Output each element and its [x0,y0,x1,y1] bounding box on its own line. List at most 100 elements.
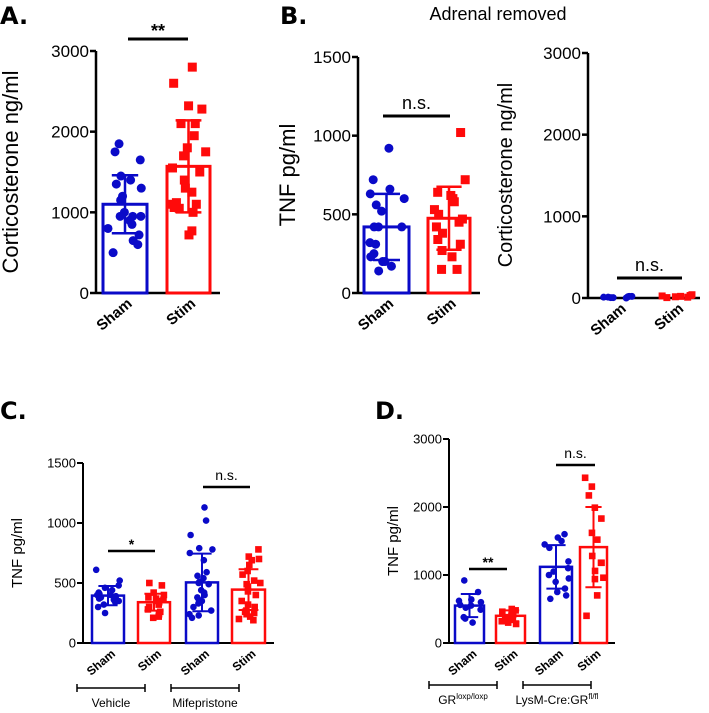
data-point [255,546,262,553]
group-label: GRloxp/loxp [438,692,488,707]
data-point [498,617,506,625]
y-tick-label: 1000 [47,516,76,531]
data-point [397,222,407,232]
data-point [250,609,258,617]
data-point [101,609,109,617]
y-tick-label: 0 [435,636,442,651]
data-point [456,601,464,609]
data-point [127,219,137,229]
data-point [384,143,394,153]
data-point [155,601,162,608]
data-point [477,598,485,606]
data-point [195,600,202,607]
data-point [171,198,181,208]
data-point [245,553,253,560]
data-point [189,131,199,141]
data-point [433,187,443,197]
data-point [145,594,152,601]
data-point [504,619,512,626]
significance-label: ** [151,21,165,41]
y-tick-label: 1000 [413,568,442,583]
data-point [190,603,197,611]
significance-label: n.s. [215,467,238,483]
y-axis-label: TNF pg/ml [275,124,300,227]
data-point [581,474,589,482]
data-point [562,592,570,599]
data-point [512,620,520,628]
data-point [671,293,679,301]
significance-label: n.s. [564,445,587,461]
panel-letter: D. [375,397,404,425]
data-point [658,292,666,300]
data-point [477,606,484,613]
data-point [144,606,152,613]
data-point [190,119,200,129]
data-point [252,591,260,599]
data-point [187,531,194,539]
y-tick-label: 2000 [51,123,89,142]
data-point [168,163,178,173]
y-axis-label: Corticosterone ng/ml [0,71,23,274]
data-point [508,605,516,613]
data-point [433,235,443,245]
data-point [553,588,561,596]
significance-label: n.s. [635,255,664,275]
data-point [588,552,596,560]
data-point [187,187,197,197]
data-point [561,530,568,538]
data-point [202,517,210,524]
data-point [687,292,695,300]
data-point [600,574,607,582]
category-label: Sham [178,647,212,679]
chart-panel-2: 0 1000 2000 3000 Corticosterone ng/ml Sham Sti… [495,44,700,339]
data-point [541,541,548,548]
data-point [184,230,194,240]
data-point [107,591,115,599]
data-point [174,203,184,213]
data-point [386,261,396,271]
data-point [187,62,197,72]
y-tick-label: 0 [572,289,581,308]
data-point [469,619,476,626]
data-point [588,529,596,537]
data-point [429,205,439,215]
data-point [564,564,572,572]
data-point [203,568,210,576]
data-point [195,612,203,619]
data-point [194,572,201,580]
category-label: Sham [355,295,397,334]
data-point [431,222,441,232]
data-point [250,616,257,624]
data-point [434,209,444,219]
data-point [591,567,599,575]
data-point [179,175,189,185]
data-point [460,175,470,185]
chart-panel-1: B. 0 500 1000 1500 TNF pg/ml Sham Stim n.s. [275,2,480,334]
data-point [201,504,208,511]
data-point [456,128,466,138]
y-axis-label: TNF pg/ml [385,506,402,576]
data-point [677,292,685,300]
data-point [255,555,263,563]
data-point [195,167,205,177]
data-point [374,266,384,276]
category-label: Sham [93,295,135,334]
data-point [385,184,395,194]
y-tick-label: 3000 [51,42,89,61]
data-point [447,252,457,262]
data-point [246,613,254,620]
panel-b-title: Adrenal removed [429,4,566,24]
data-point [95,595,103,602]
data-point [449,197,459,207]
panel-letter: A. [0,2,28,30]
category-label: Stim [492,647,521,674]
data-point [108,248,118,258]
data-point [460,577,468,584]
panel-letter: C. [0,397,27,425]
data-point [188,614,196,622]
data-point [371,200,381,210]
chart-panel-0: A. 0 1000 2000 3000 Corticosterone ng/ml Sham S… [0,2,220,334]
data-point [201,147,211,157]
panel-letter: B. [280,2,307,30]
